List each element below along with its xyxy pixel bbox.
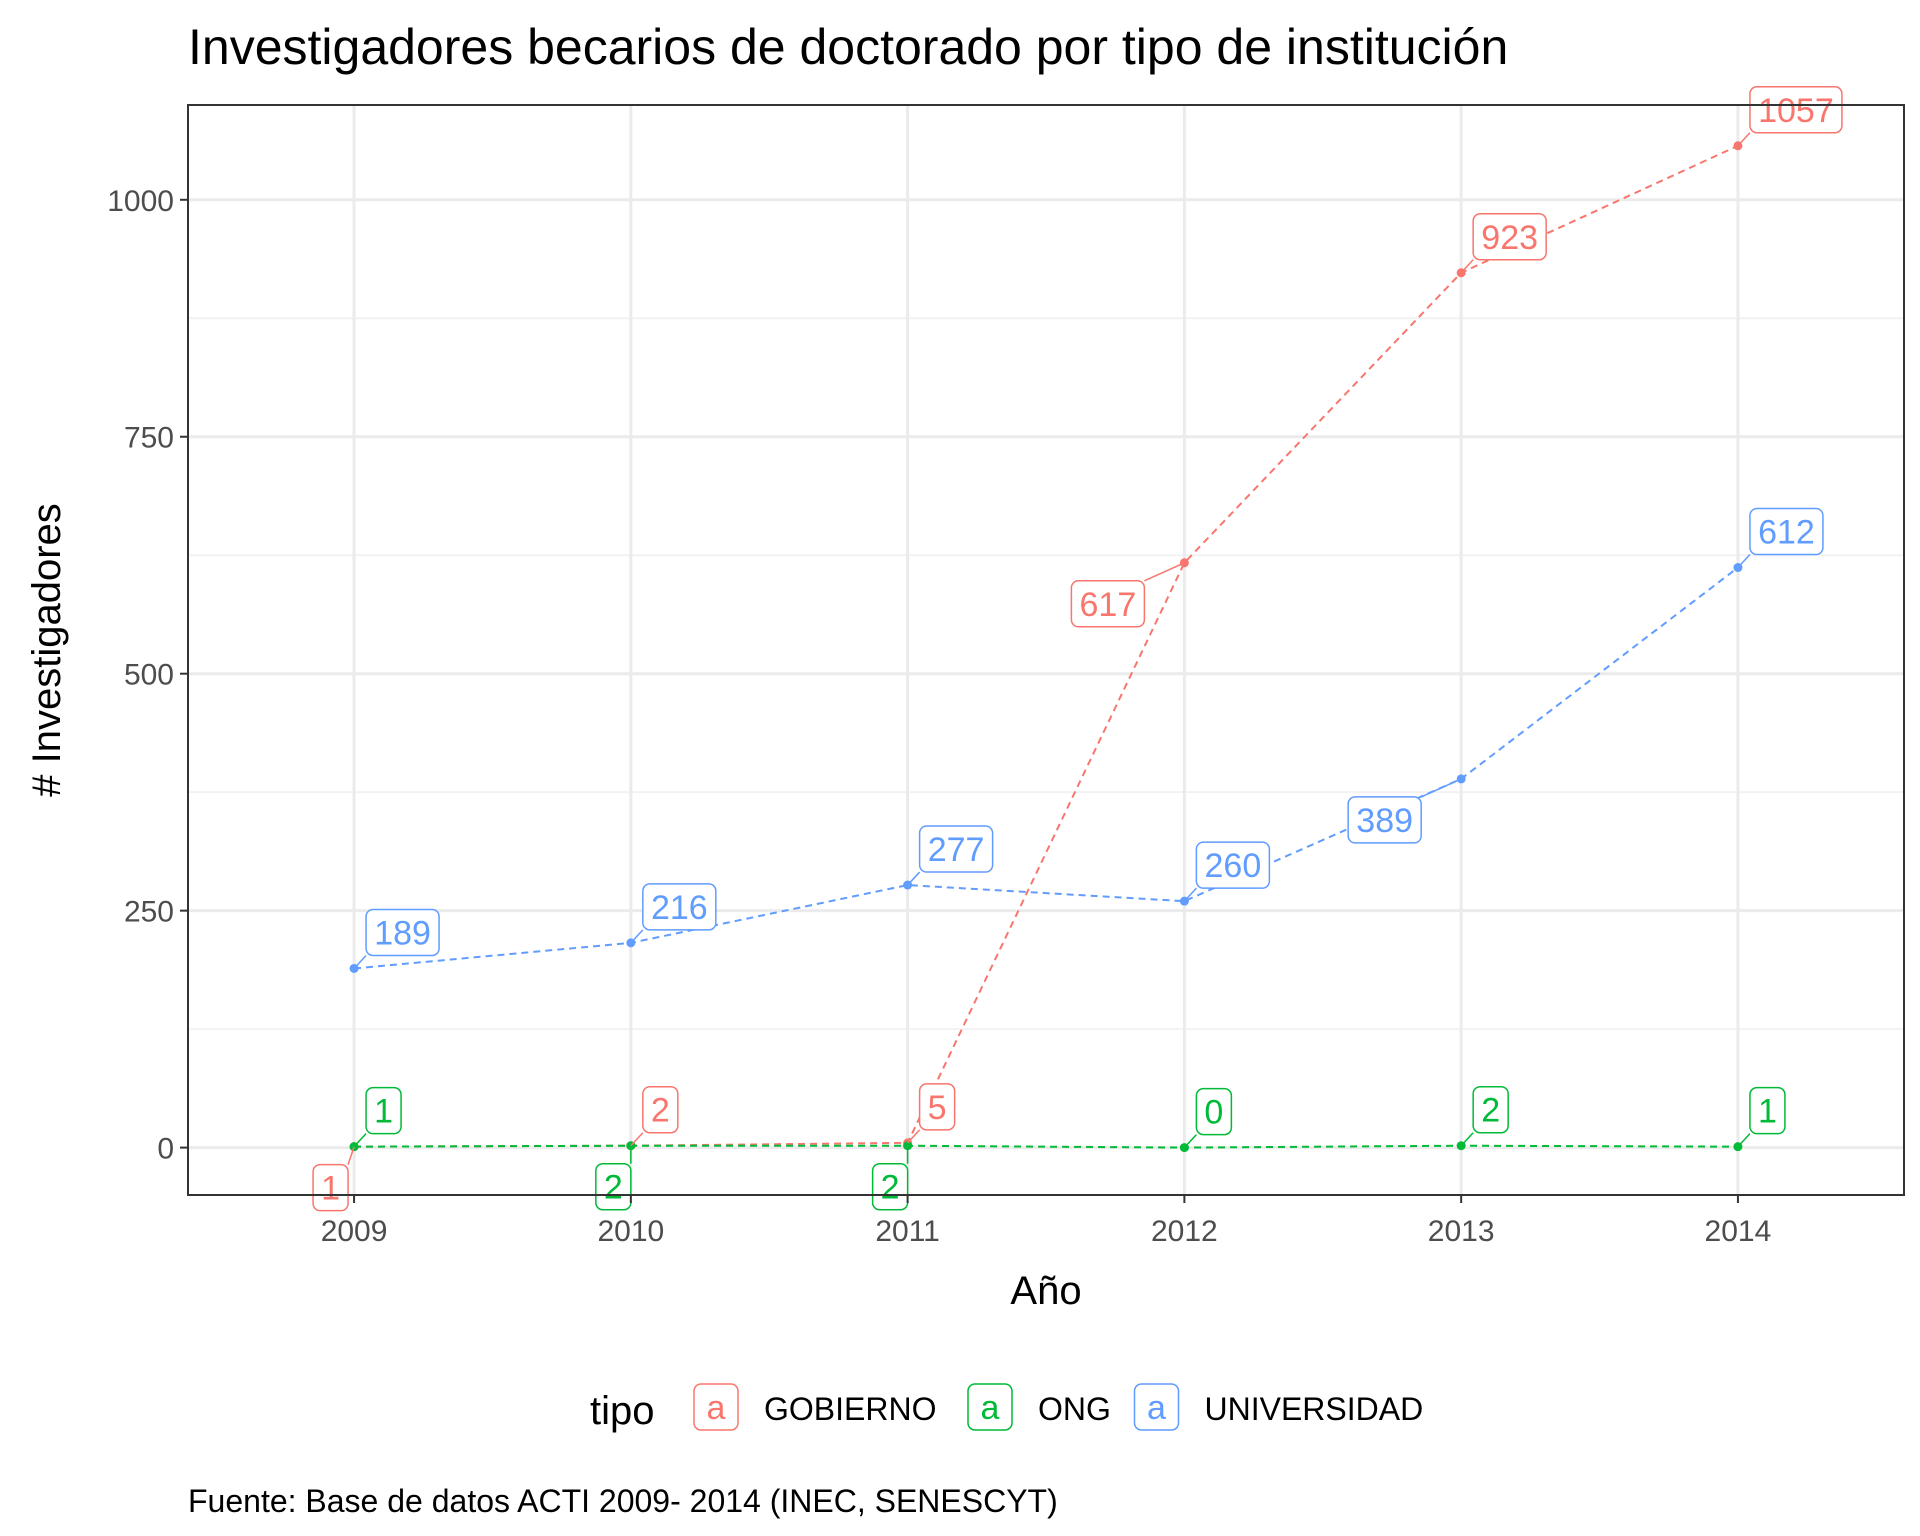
gobierno-data-label: 2 bbox=[651, 1092, 670, 1130]
ong-label-box bbox=[595, 1162, 632, 1211]
gobierno-data-label: 1057 bbox=[1758, 92, 1834, 130]
universidad-label-leader bbox=[907, 871, 921, 886]
ong-label-box bbox=[871, 1162, 909, 1211]
ong-data-label: 2 bbox=[604, 1169, 623, 1207]
ong-data-label: 0 bbox=[1204, 1094, 1223, 1132]
universidad-label-leader bbox=[353, 954, 367, 969]
gobierno-label-leader bbox=[1144, 562, 1185, 582]
ong-line bbox=[354, 1144, 1738, 1149]
x-tick-label: 2010 bbox=[597, 1215, 664, 1248]
chart-title: Investigadores becarios de doctorado por… bbox=[188, 19, 1508, 75]
ong-label-leader bbox=[1183, 1134, 1197, 1149]
grid bbox=[188, 105, 1904, 1195]
gobierno-data-label: 1 bbox=[321, 1170, 340, 1208]
gobierno-label-box bbox=[1070, 580, 1146, 628]
ong-label-box bbox=[365, 1086, 402, 1135]
universidad-label-box bbox=[1195, 841, 1271, 889]
universidad-data-label: 612 bbox=[1758, 514, 1815, 552]
universidad-label-box bbox=[1347, 796, 1422, 844]
gobierno-label-leader bbox=[630, 1132, 644, 1147]
x-tick-label: 2009 bbox=[321, 1215, 388, 1248]
y-tick-label: 500 bbox=[124, 659, 174, 692]
gobierno-label-leader bbox=[907, 1129, 921, 1144]
legend-key-gobierno bbox=[693, 1383, 739, 1431]
gobierno-label-leader bbox=[1737, 132, 1751, 147]
ong-label-box bbox=[1472, 1085, 1509, 1134]
x-tick-label: 2012 bbox=[1151, 1215, 1218, 1248]
universidad-label-leader bbox=[1183, 887, 1197, 902]
legend-label-ong: ONG bbox=[1038, 1391, 1111, 1427]
ong-label-leader bbox=[1737, 1133, 1751, 1148]
x-tick-label: 2014 bbox=[1705, 1215, 1772, 1248]
gobierno-data-label: 617 bbox=[1080, 586, 1137, 624]
universidad-label-leader bbox=[1737, 554, 1751, 569]
legend-title: tipo bbox=[590, 1389, 655, 1433]
ong-label-box bbox=[1749, 1086, 1786, 1135]
data-labels: 1 2 5 617 923 1057 1 2 2 0 2 1 189 216 277 260 389 612 bbox=[312, 86, 1843, 1212]
gobierno-data-label: 923 bbox=[1481, 219, 1538, 257]
gobierno-label-box bbox=[312, 1163, 349, 1212]
legend-key-glyph: a bbox=[1147, 1389, 1166, 1427]
ong-label-leader bbox=[353, 1133, 367, 1148]
legend-label-gobierno: GOBIERNO bbox=[764, 1391, 936, 1427]
universidad-label-box bbox=[365, 908, 440, 957]
plot-panel bbox=[188, 105, 1904, 1195]
legend: tipo a GOBIERNO a ONG a UNIVERSIDAD bbox=[590, 1383, 1424, 1433]
universidad-data-label: 389 bbox=[1356, 802, 1413, 840]
gobierno-label-leader bbox=[347, 1146, 355, 1165]
y-tick-label: 0 bbox=[157, 1133, 174, 1166]
ong-label-box bbox=[1195, 1087, 1233, 1136]
gobierno-label-box bbox=[1749, 86, 1843, 134]
legend-label-universidad: UNIVERSIDAD bbox=[1205, 1391, 1424, 1427]
x-tick-label: 2011 bbox=[875, 1215, 940, 1248]
universidad-label-box bbox=[1749, 507, 1824, 556]
gobierno-label-box bbox=[1472, 213, 1547, 261]
caption: Fuente: Base de datos ACTI 2009- 2014 (I… bbox=[188, 1483, 1058, 1519]
universidad-line bbox=[353, 566, 1739, 970]
x-tick-label: 2013 bbox=[1428, 1215, 1495, 1248]
universidad-data-label: 216 bbox=[651, 889, 708, 927]
y-tick-label: 750 bbox=[124, 422, 174, 455]
universidad-label-box bbox=[642, 883, 717, 931]
ong-label-leader bbox=[1460, 1132, 1474, 1147]
legend-key-glyph: a bbox=[981, 1389, 1000, 1427]
universidad-label-leader bbox=[1420, 778, 1462, 798]
legend-key-glyph: a bbox=[707, 1389, 726, 1427]
x-axis-title: Año bbox=[1010, 1269, 1081, 1313]
legend-key-ong bbox=[967, 1383, 1013, 1431]
gobierno-label-box bbox=[642, 1085, 679, 1134]
plot-border bbox=[187, 104, 1905, 1196]
y-tick-label: 1000 bbox=[107, 185, 174, 218]
gobierno-label-leader bbox=[1460, 259, 1474, 274]
ong-data-label: 2 bbox=[881, 1169, 900, 1207]
gobierno-data-label: 5 bbox=[928, 1089, 947, 1127]
gobierno-label-box bbox=[918, 1083, 956, 1131]
universidad-data-label: 260 bbox=[1205, 847, 1262, 885]
ong-data-label: 1 bbox=[374, 1093, 393, 1131]
legend-key-universidad bbox=[1133, 1383, 1180, 1431]
universidad-label-leader bbox=[630, 929, 644, 944]
y-tick-label: 250 bbox=[124, 896, 174, 929]
universidad-data-label: 277 bbox=[928, 831, 985, 869]
universidad-data-label: 189 bbox=[374, 914, 431, 952]
y-axis-title: # Investigadores bbox=[25, 503, 69, 797]
universidad-label-box bbox=[918, 825, 994, 873]
ong-data-label: 2 bbox=[1481, 1092, 1500, 1130]
ong-data-label: 1 bbox=[1758, 1093, 1777, 1131]
